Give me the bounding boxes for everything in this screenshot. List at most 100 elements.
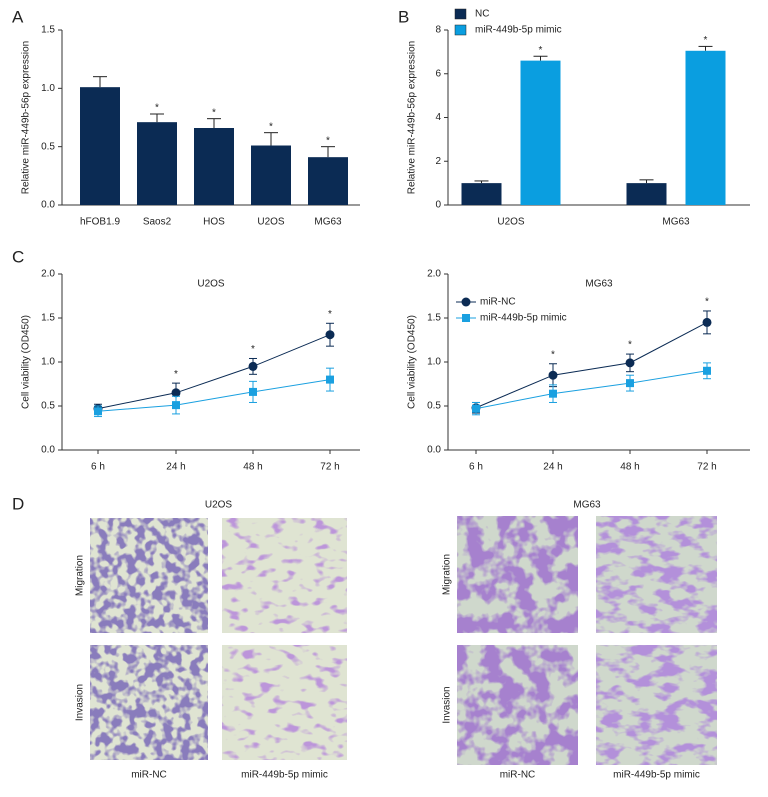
x-tick-label: 72 h [320,462,339,473]
legend-marker [462,314,470,322]
micrograph-stain [90,645,208,760]
marker [548,370,558,380]
y-tick-label: 6 [435,68,441,79]
bar [626,183,667,205]
significance: * [328,309,332,320]
y-tick-label: 8 [435,25,441,36]
micrograph-stain [222,645,347,760]
y-tick-label: 1.5 [41,313,55,324]
significance: * [155,103,159,114]
column-label: miR-449b-5p mimic [613,770,700,781]
legend-swatch [454,24,467,36]
micrograph-stain [222,518,347,633]
panel-label: C [12,247,24,266]
bar [251,145,291,205]
micrograph-stain [596,645,717,765]
bar [194,128,234,205]
panel-label: D [12,494,24,513]
y-tick-label: 1.0 [41,357,55,368]
bar [685,50,726,205]
y-tick-label: 0.0 [41,200,55,211]
micrograph-stain [90,518,208,633]
x-tick-label: MG63 [662,217,690,228]
line [97,379,331,412]
column-label: miR-NC [131,770,167,781]
bar [461,183,502,205]
x-tick-label: 24 h [543,462,562,473]
y-axis-label: Cell viability (OD450) [21,315,32,409]
marker [94,407,102,416]
y-tick-label: 1.0 [41,83,55,94]
x-tick-label: Saos2 [143,217,172,228]
significance: * [212,107,216,118]
bar [308,157,348,205]
marker [472,404,480,413]
micrograph-stain [596,516,717,633]
y-tick-label: 2 [435,156,441,167]
marker [625,358,635,368]
y-tick-label: 0.0 [427,445,441,456]
row-label: Invasion [75,684,86,721]
marker [626,379,634,388]
y-tick-label: 1.0 [427,357,441,368]
legend-marker [461,297,471,307]
y-axis-label: Relative miR-449b-56p expression [407,41,418,194]
legend-label: miR-449b-5p mimic [475,25,562,36]
y-tick-label: 2.0 [41,269,55,280]
line [97,334,331,410]
y-tick-label: 2.0 [427,269,441,280]
bar [520,60,561,205]
marker [249,387,257,396]
x-tick-label: 48 h [620,462,639,473]
significance: * [269,121,273,132]
significance: * [326,135,330,146]
x-tick-label: 48 h [243,462,262,473]
significance: * [628,340,632,351]
x-tick-label: 6 h [91,462,105,473]
significance: * [704,35,708,46]
row-label: Migration [442,554,453,595]
chart-title: U2OS [197,279,225,290]
x-tick-label: 24 h [166,462,185,473]
panel-label: B [398,7,409,26]
y-tick-label: 0.5 [427,401,441,412]
significance: * [705,297,709,308]
legend-swatch [454,8,467,20]
y-tick-label: 0.5 [41,401,55,412]
legend-label: NC [475,9,489,20]
group-title: MG63 [573,500,601,511]
x-tick-label: 72 h [697,462,716,473]
row-label: Migration [75,555,86,596]
marker [248,361,258,371]
group-title: U2OS [205,500,233,511]
x-tick-label: HOS [203,217,225,228]
marker [549,389,557,398]
micrograph-stain [457,516,578,633]
marker [326,375,334,384]
chart-title: MG63 [585,279,613,290]
bar [137,122,177,205]
legend-label: miR-449b-5p mimic [480,313,567,324]
line [475,370,708,410]
legend-label: miR-NC [480,297,516,308]
y-axis-label: Relative miR-449b-56p expression [21,41,32,194]
x-tick-label: hFOB1.9 [80,217,120,228]
line [475,321,708,409]
significance: * [174,369,178,380]
x-tick-label: MG63 [314,217,342,228]
marker [703,366,711,375]
marker [702,317,712,327]
x-tick-label: U2OS [257,217,285,228]
x-tick-label: 6 h [469,462,483,473]
y-tick-label: 4 [435,112,441,123]
y-tick-label: 0.5 [41,141,55,152]
column-label: miR-NC [500,770,536,781]
marker [172,401,180,410]
y-tick-label: 0 [435,200,441,211]
significance: * [539,45,543,56]
x-tick-label: U2OS [497,217,525,228]
marker [325,330,335,340]
row-label: Invasion [442,686,453,723]
y-tick-label: 0.0 [41,445,55,456]
